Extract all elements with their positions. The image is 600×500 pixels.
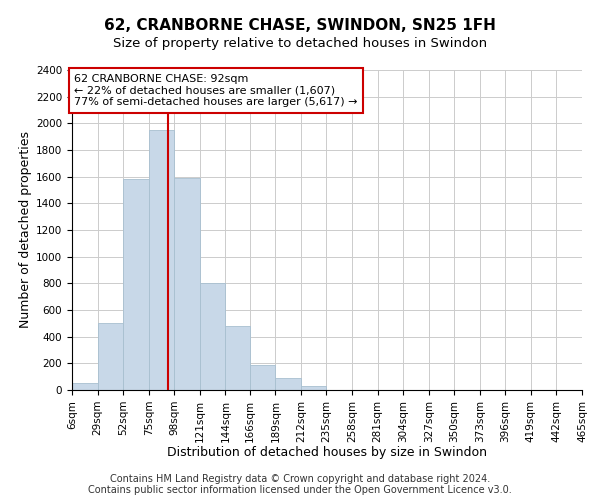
Bar [301, 386, 326, 390]
X-axis label: Distribution of detached houses by size in Swindon: Distribution of detached houses by size … [167, 446, 487, 459]
Text: Contains HM Land Registry data © Crown copyright and database right 2024.: Contains HM Land Registry data © Crown c… [110, 474, 490, 484]
Text: Size of property relative to detached houses in Swindon: Size of property relative to detached ho… [113, 38, 487, 51]
Bar [226, 326, 250, 390]
Bar [72, 384, 98, 390]
Text: 62 CRANBORNE CHASE: 92sqm
← 22% of detached houses are smaller (1,607)
77% of se: 62 CRANBORNE CHASE: 92sqm ← 22% of detac… [74, 74, 358, 107]
Bar [149, 130, 174, 390]
Bar [250, 364, 275, 390]
Text: Contains public sector information licensed under the Open Government Licence v3: Contains public sector information licen… [88, 485, 512, 495]
Bar [174, 178, 200, 390]
Bar [200, 284, 226, 390]
Text: 62, CRANBORNE CHASE, SWINDON, SN25 1FH: 62, CRANBORNE CHASE, SWINDON, SN25 1FH [104, 18, 496, 32]
Y-axis label: Number of detached properties: Number of detached properties [19, 132, 32, 328]
Bar [275, 378, 301, 390]
Bar [123, 180, 149, 390]
Bar [98, 324, 123, 390]
